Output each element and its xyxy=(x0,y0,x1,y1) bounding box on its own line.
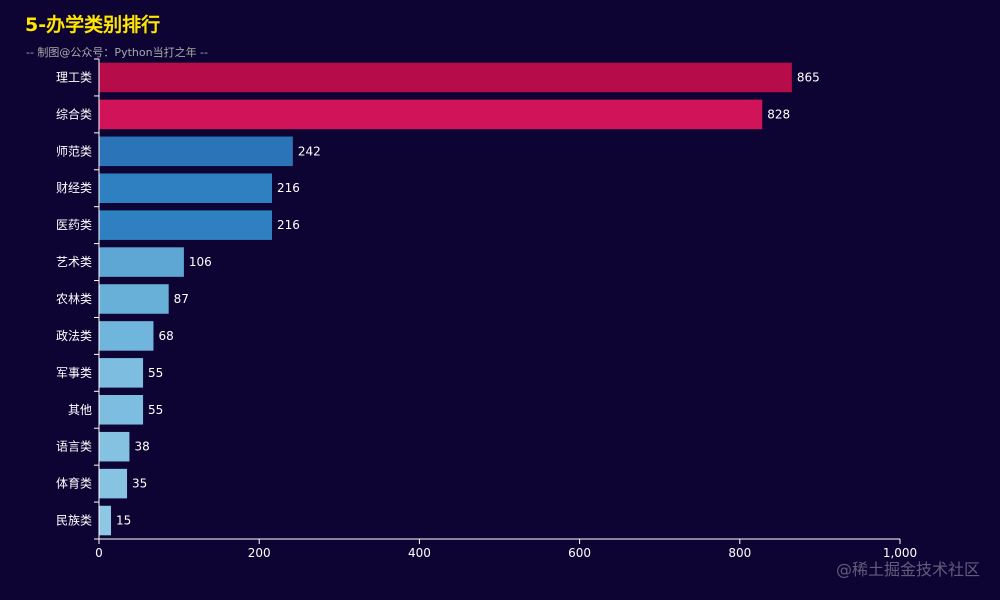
x-tick-label: 0 xyxy=(95,546,103,560)
x-tick-label: 400 xyxy=(408,546,431,560)
category-label: 其他 xyxy=(68,403,92,417)
x-tick-label: 1,000 xyxy=(883,546,917,560)
value-label: 38 xyxy=(134,440,149,454)
category-label: 财经类 xyxy=(56,181,92,195)
category-label: 体育类 xyxy=(56,476,92,491)
chart-title: 5-办学类别排行 xyxy=(25,14,161,36)
value-labels: 865 828 242 216 216 106 87 68 55 55 38 35 15 xyxy=(116,70,820,527)
x-tick-label: 800 xyxy=(728,546,751,560)
bar xyxy=(99,321,154,351)
bar xyxy=(99,210,273,240)
watermark: @稀土掘金技术社区 xyxy=(835,560,980,579)
bar xyxy=(99,62,792,93)
bar xyxy=(99,247,184,277)
value-label: 828 xyxy=(767,107,790,121)
value-label: 216 xyxy=(277,181,300,195)
bar xyxy=(99,468,128,499)
value-label: 55 xyxy=(148,403,163,417)
chart-subtitle: -- 制图@公众号：Python当打之年 -- xyxy=(26,46,208,59)
category-label: 理工类 xyxy=(56,70,92,84)
bar xyxy=(99,358,144,388)
value-label: 106 xyxy=(189,255,212,269)
value-label: 216 xyxy=(277,218,300,232)
bar xyxy=(99,173,273,203)
x-axis: 0 200 400 600 800 1,000 xyxy=(95,538,917,560)
category-label: 综合类 xyxy=(56,106,92,121)
value-label: 15 xyxy=(116,514,131,528)
value-label: 242 xyxy=(298,144,321,158)
category-label: 师范类 xyxy=(56,144,92,158)
bar xyxy=(99,284,169,314)
category-label: 政法类 xyxy=(56,329,92,343)
x-tick-label: 200 xyxy=(248,546,271,560)
bar xyxy=(99,431,130,462)
category-label: 医药类 xyxy=(56,218,92,232)
value-label: 55 xyxy=(148,366,163,380)
category-label: 民族类 xyxy=(56,514,92,528)
y-axis xyxy=(94,58,100,540)
category-label: 语言类 xyxy=(56,440,92,454)
value-label: 87 xyxy=(174,292,189,306)
bar-group xyxy=(99,62,792,536)
value-label: 35 xyxy=(132,477,147,491)
bar xyxy=(99,136,293,167)
bar xyxy=(99,99,763,130)
bar xyxy=(99,505,112,536)
category-label: 农林类 xyxy=(56,292,92,306)
category-label: 艺术类 xyxy=(56,255,92,269)
bar xyxy=(99,395,144,425)
x-tick-label: 600 xyxy=(568,546,591,560)
value-label: 865 xyxy=(797,70,820,84)
value-label: 68 xyxy=(158,329,173,343)
category-label: 军事类 xyxy=(56,366,92,380)
